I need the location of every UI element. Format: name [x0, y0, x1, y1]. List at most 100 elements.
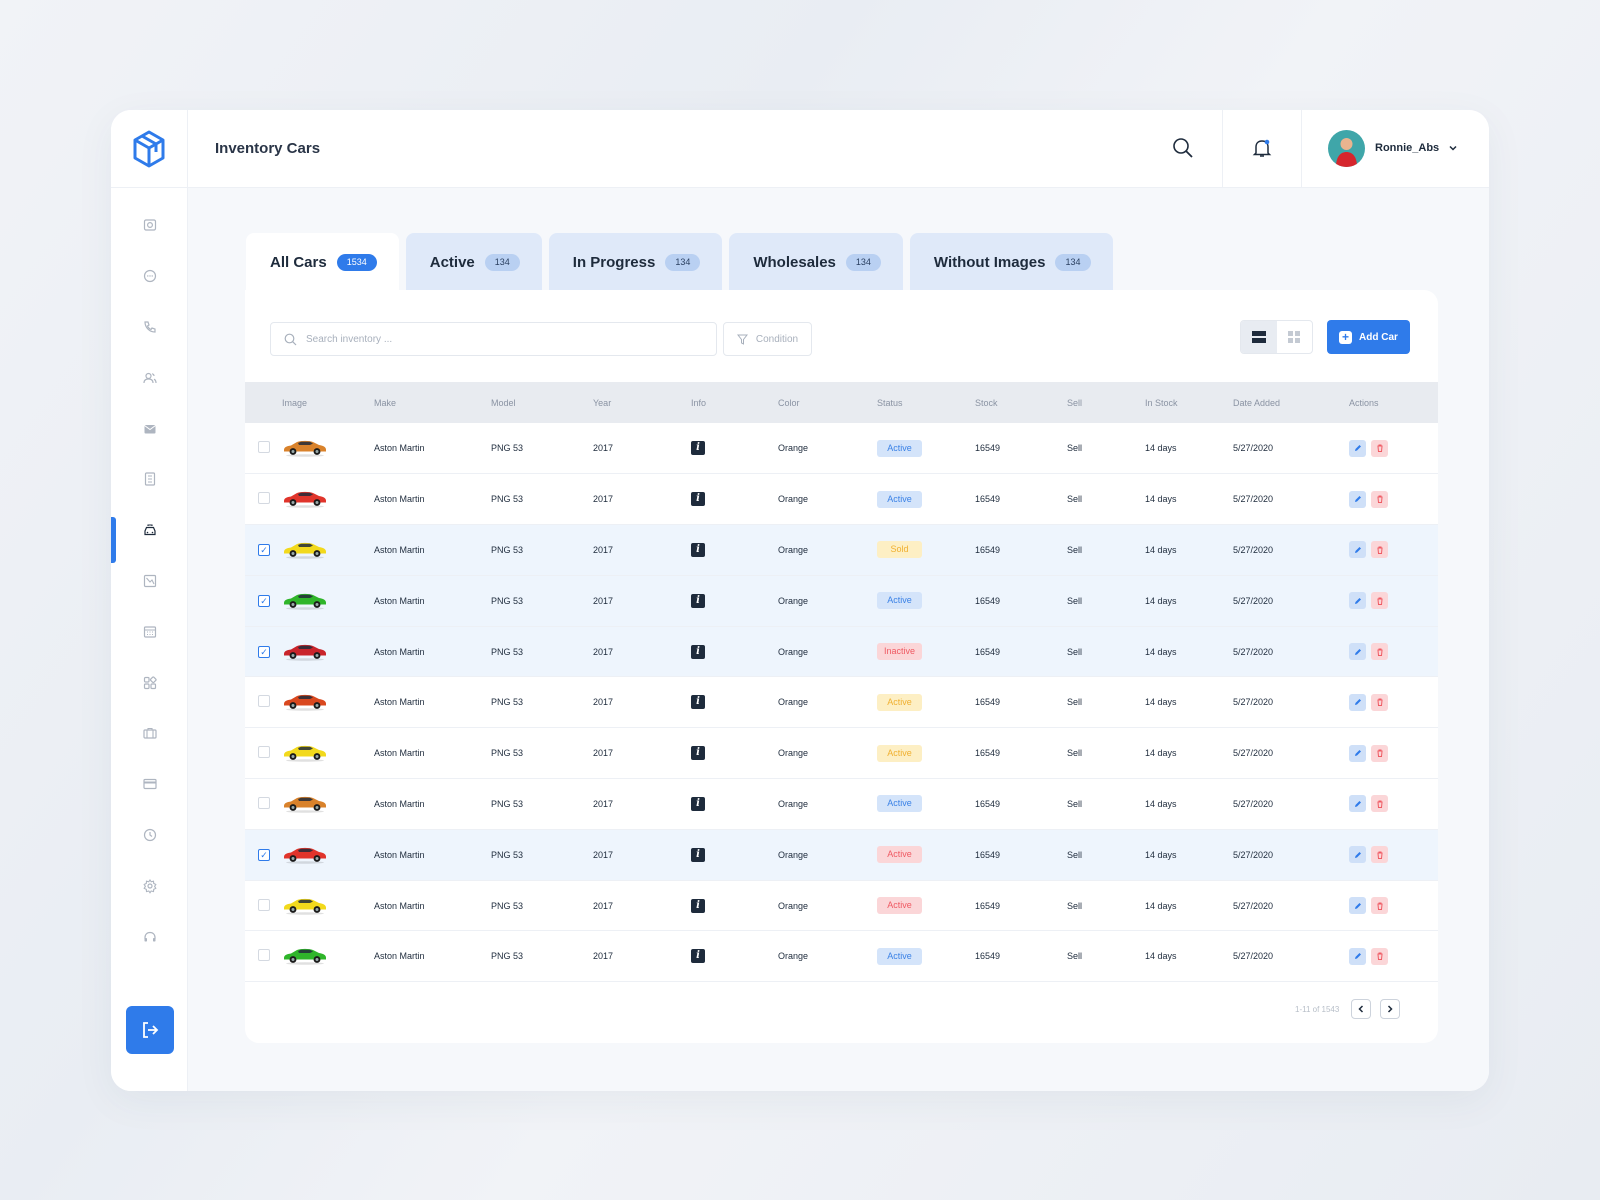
- sidebar-item-headset[interactable]: [111, 911, 188, 962]
- table-row[interactable]: Aston Martin PNG 53 2017 i Orange Active 16549…: [245, 779, 1438, 830]
- column-header-in-stock[interactable]: In Stock: [1145, 397, 1178, 408]
- delete-button[interactable]: [1371, 947, 1388, 965]
- column-header-info[interactable]: Info: [691, 397, 707, 408]
- row-checkbox[interactable]: [258, 543, 270, 556]
- list-view-button[interactable]: [1241, 321, 1277, 353]
- row-checkbox[interactable]: [258, 695, 270, 708]
- sidebar-item-chat[interactable]: [111, 251, 188, 302]
- edit-button[interactable]: [1349, 439, 1366, 457]
- sidebar-item-clock[interactable]: [111, 810, 188, 861]
- delete-button[interactable]: [1371, 897, 1388, 915]
- delete-button[interactable]: [1371, 592, 1388, 610]
- edit-button[interactable]: [1349, 693, 1366, 711]
- edit-button[interactable]: [1349, 947, 1366, 965]
- delete-button[interactable]: [1371, 846, 1388, 864]
- info-icon[interactable]: i: [691, 441, 705, 456]
- row-checkbox[interactable]: [258, 898, 270, 911]
- column-header-actions[interactable]: Actions: [1349, 397, 1379, 408]
- table-row[interactable]: Aston Martin PNG 53 2017 i Orange Active 16549…: [245, 728, 1438, 779]
- row-checkbox[interactable]: [258, 492, 270, 505]
- row-checkbox[interactable]: [258, 746, 270, 759]
- row-checkbox[interactable]: [258, 645, 270, 658]
- sidebar-item-car[interactable]: [111, 505, 188, 563]
- info-icon[interactable]: i: [691, 949, 705, 964]
- info-icon[interactable]: i: [691, 695, 705, 710]
- column-header-model[interactable]: Model: [491, 397, 516, 408]
- logout-button[interactable]: [126, 1006, 174, 1054]
- info-icon[interactable]: i: [691, 492, 705, 507]
- delete-button[interactable]: [1371, 439, 1388, 457]
- search-input[interactable]: [306, 333, 706, 345]
- delete-button[interactable]: [1371, 541, 1388, 559]
- table-row[interactable]: Aston Martin PNG 53 2017 i Orange Active 16549…: [245, 474, 1438, 525]
- edit-button[interactable]: [1349, 846, 1366, 864]
- edit-button[interactable]: [1349, 744, 1366, 762]
- sidebar-item-calendar[interactable]: [111, 606, 188, 657]
- table-row[interactable]: Aston Martin PNG 53 2017 i Orange Active 16549…: [245, 423, 1438, 474]
- edit-button[interactable]: [1349, 897, 1366, 915]
- sidebar-item-chart[interactable]: [111, 556, 188, 607]
- table-row[interactable]: Aston Martin PNG 53 2017 i Orange Active 16549…: [245, 677, 1438, 728]
- tab-without-images[interactable]: Without Images 134: [909, 233, 1113, 291]
- column-header-stock[interactable]: Stock: [975, 397, 998, 408]
- prev-page-button[interactable]: [1351, 999, 1372, 1019]
- edit-button[interactable]: [1349, 643, 1366, 661]
- delete-button[interactable]: [1371, 744, 1388, 762]
- sidebar-item-card[interactable]: [111, 759, 188, 810]
- sidebar-item-phone[interactable]: [111, 302, 188, 353]
- edit-button[interactable]: [1349, 541, 1366, 559]
- info-icon[interactable]: i: [691, 593, 705, 608]
- logo[interactable]: [111, 110, 187, 188]
- column-header-image[interactable]: Image: [282, 397, 308, 408]
- sidebar-item-briefcase[interactable]: [111, 708, 188, 759]
- tab-all-cars[interactable]: All Cars 1534: [246, 233, 399, 291]
- username[interactable]: Ronnie_Abs: [1375, 142, 1440, 154]
- row-checkbox[interactable]: [258, 796, 270, 809]
- column-header-year[interactable]: Year: [593, 397, 612, 408]
- sidebar-item-apps[interactable]: [111, 657, 188, 708]
- column-header-date-added[interactable]: Date Added: [1233, 397, 1281, 408]
- tab-in-progress[interactable]: In Progress 134: [548, 233, 723, 291]
- delete-button[interactable]: [1371, 795, 1388, 813]
- info-icon[interactable]: i: [691, 644, 705, 659]
- row-checkbox[interactable]: [258, 441, 270, 454]
- column-header-make[interactable]: Make: [374, 397, 397, 408]
- table-row[interactable]: Aston Martin PNG 53 2017 i Orange Sold 16549 Se…: [245, 524, 1438, 576]
- info-icon[interactable]: i: [691, 542, 705, 557]
- info-icon[interactable]: i: [691, 898, 705, 913]
- info-icon[interactable]: i: [691, 796, 705, 811]
- delete-button[interactable]: [1371, 643, 1388, 661]
- table-row[interactable]: Aston Martin PNG 53 2017 i Orange Active 16549…: [245, 880, 1438, 931]
- next-page-button[interactable]: [1380, 999, 1401, 1019]
- table-row[interactable]: Aston Martin PNG 53 2017 i Orange Active 16549…: [245, 575, 1438, 627]
- table-row[interactable]: Aston Martin PNG 53 2017 i Orange Active 16549…: [245, 931, 1438, 982]
- edit-button[interactable]: [1349, 490, 1366, 508]
- search-field[interactable]: [270, 322, 717, 356]
- table-row[interactable]: Aston Martin PNG 53 2017 i Orange Inactive 165…: [245, 626, 1438, 677]
- delete-button[interactable]: [1371, 693, 1388, 711]
- add-car-button[interactable]: + Add Car: [1327, 320, 1410, 354]
- search-icon[interactable]: [1172, 137, 1194, 159]
- tab-active[interactable]: Active 134: [405, 233, 542, 291]
- column-header-status[interactable]: Status: [877, 397, 903, 408]
- chevron-down-icon[interactable]: [1448, 143, 1458, 153]
- sidebar-item-gear[interactable]: [111, 860, 188, 911]
- row-checkbox[interactable]: [258, 848, 270, 861]
- info-icon[interactable]: i: [691, 847, 705, 862]
- column-header-sell[interactable]: Sell: [1067, 397, 1083, 408]
- tab-wholesales[interactable]: Wholesales 134: [729, 233, 903, 291]
- delete-button[interactable]: [1371, 490, 1388, 508]
- sidebar-item-mail[interactable]: [111, 403, 188, 454]
- column-header-color[interactable]: Color: [778, 397, 800, 408]
- sidebar-item-document[interactable]: [111, 454, 188, 505]
- edit-button[interactable]: [1349, 795, 1366, 813]
- condition-filter-button[interactable]: Condition: [723, 322, 812, 356]
- sidebar-item-users[interactable]: [111, 352, 188, 403]
- row-checkbox[interactable]: [258, 594, 270, 607]
- grid-view-button[interactable]: [1277, 321, 1313, 353]
- avatar[interactable]: [1328, 130, 1365, 167]
- table-row[interactable]: Aston Martin PNG 53 2017 i Orange Active 16549…: [245, 829, 1438, 881]
- edit-button[interactable]: [1349, 592, 1366, 610]
- row-checkbox[interactable]: [258, 949, 270, 962]
- sidebar-item-camera[interactable]: [111, 200, 188, 251]
